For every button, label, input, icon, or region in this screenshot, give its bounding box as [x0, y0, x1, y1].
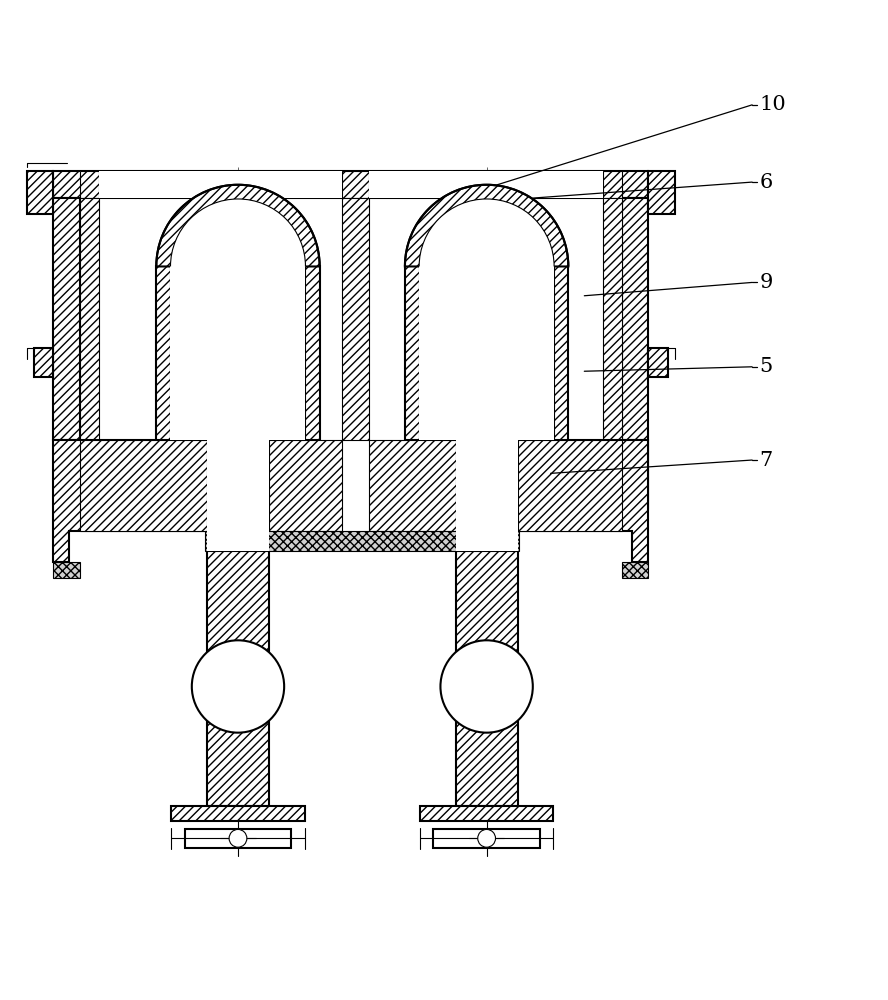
Bar [622, 562, 648, 578]
Polygon shape [269, 440, 342, 531]
Bar [80, 198, 99, 440]
Polygon shape [369, 440, 456, 531]
Polygon shape [518, 440, 648, 562]
Bar [648, 348, 668, 377]
Text: 7: 7 [759, 451, 773, 470]
Bar [603, 171, 622, 198]
Text: 9: 9 [759, 273, 773, 292]
Circle shape [440, 640, 533, 733]
Circle shape [478, 829, 496, 847]
Bar [53, 440, 80, 509]
Bar [603, 198, 622, 440]
Bar [80, 171, 99, 198]
Bar [648, 171, 675, 214]
Circle shape [229, 829, 247, 847]
Bar [622, 440, 648, 509]
Text: 10: 10 [759, 95, 786, 114]
Bar [405, 266, 568, 440]
Bar [53, 171, 648, 198]
Bar [205, 531, 519, 551]
Bar [207, 509, 269, 806]
Bar [171, 806, 305, 821]
Bar [420, 806, 553, 821]
Bar [34, 348, 53, 377]
Bar [53, 198, 80, 440]
Bar [433, 829, 540, 848]
Polygon shape [53, 440, 207, 562]
Polygon shape [156, 185, 320, 266]
Bar [419, 266, 554, 440]
Bar [27, 171, 53, 214]
Polygon shape [170, 199, 305, 266]
Text: 5: 5 [759, 357, 773, 376]
Bar [99, 171, 342, 198]
Bar [207, 440, 269, 551]
Circle shape [192, 640, 284, 733]
Polygon shape [419, 199, 554, 266]
Bar [342, 171, 369, 198]
Bar [53, 562, 80, 578]
Bar [170, 266, 305, 440]
Bar [456, 509, 518, 806]
Polygon shape [405, 185, 568, 266]
Bar [342, 198, 369, 440]
Polygon shape [80, 440, 207, 531]
Bar [369, 171, 603, 198]
Bar [185, 829, 291, 848]
Bar [80, 171, 622, 198]
Bar [622, 198, 648, 440]
Text: 6: 6 [759, 173, 773, 192]
Bar [456, 440, 518, 551]
Polygon shape [518, 440, 622, 531]
Bar [156, 266, 320, 440]
